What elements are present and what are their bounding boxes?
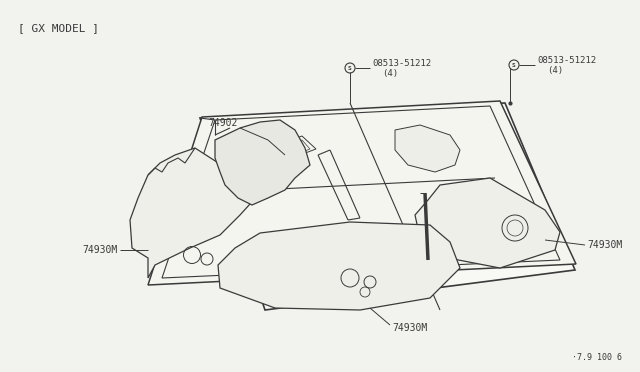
Text: 08513-51212: 08513-51212 xyxy=(372,58,431,67)
Polygon shape xyxy=(415,178,560,268)
Text: 08513-51212: 08513-51212 xyxy=(537,55,596,64)
Polygon shape xyxy=(215,120,310,205)
Text: ·7.9 100 6: ·7.9 100 6 xyxy=(572,353,622,362)
Polygon shape xyxy=(200,103,575,310)
Text: (4): (4) xyxy=(547,65,563,74)
Polygon shape xyxy=(218,222,460,310)
Text: (4): (4) xyxy=(382,68,398,77)
Text: 74930M: 74930M xyxy=(587,240,622,250)
Text: 74902: 74902 xyxy=(209,118,238,128)
Polygon shape xyxy=(395,125,460,172)
Text: 74930M: 74930M xyxy=(392,323,428,333)
Polygon shape xyxy=(148,101,576,285)
Text: S: S xyxy=(348,65,352,71)
Text: 74930M: 74930M xyxy=(83,245,118,255)
Text: S: S xyxy=(512,62,516,67)
Text: [ GX MODEL ]: [ GX MODEL ] xyxy=(18,23,99,33)
Polygon shape xyxy=(130,148,260,278)
